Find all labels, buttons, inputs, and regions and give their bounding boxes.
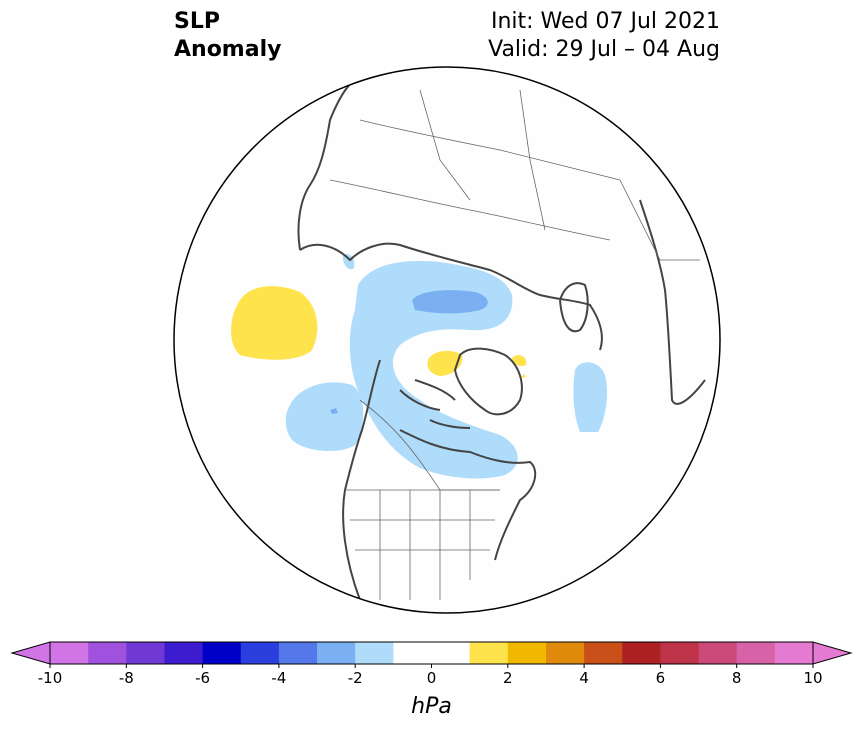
hudson-bay-coast [399,429,537,561]
borders [329,89,700,600]
colorbar-segment [202,642,242,664]
colorbar-segment [355,642,394,664]
border-europe-1 [619,179,700,261]
europe-west-coast [639,199,706,405]
title-line-1: SLP [174,9,220,34]
eurasia-north-coast [299,242,603,351]
colorbar-tick-label: -4 [271,669,286,687]
greenland-coast [453,347,523,416]
colorbar-tick-label: -2 [348,669,363,687]
canadian-archipelago [399,379,471,429]
colorbar-segment [774,642,814,664]
colorbar-tick-label: 2 [503,669,513,687]
anomaly-greenland-positive [427,350,463,376]
colorbar-segment [698,642,738,664]
border-us-states [345,489,500,600]
anomaly-kara-core [412,290,488,314]
na-west-coast [342,359,381,601]
colorbar: -10 -8 -6 -4 -2 0 2 4 6 8 10 [10,641,853,687]
colorbar-segment [126,642,165,664]
colorbar-unit-label: hPa [411,694,452,719]
colorbar-segment [469,642,509,664]
border-na-1 [359,399,500,491]
forecast-info: Init: Wed 07 Jul 2021 Valid: 29 Jul – 04… [488,8,720,64]
colorbar-segment [507,642,547,664]
anomaly-shading [231,71,706,601]
anomaly-arctic-negative [349,260,518,479]
colorbar-segment [736,642,776,664]
colorbar-tick-label: -10 [38,669,63,687]
colorbar-segment [545,642,585,664]
colorbar-segment [622,642,661,664]
colorbar-segment [584,642,623,664]
colorbar-segment [164,642,204,664]
valid-range: Valid: 29 Jul – 04 Aug [488,37,720,62]
border-asia-2 [359,119,621,181]
colorbar-segment [240,642,280,664]
colorbar-tick-label: -6 [195,669,210,687]
anomaly-pacific-positive [231,286,318,360]
colorbar-segment [50,642,89,664]
polar-map [173,66,721,614]
border-asia-1 [329,179,611,241]
anomaly-europe-positive [512,355,527,367]
scandinavia-coast [559,282,589,333]
map-background [174,67,720,613]
colorbar-segment [393,642,432,664]
colorbar-segment [88,642,127,664]
map-title: SLP Anomaly [174,8,281,64]
colorbar-segment [317,642,356,664]
colorbar-extend-min [10,641,51,665]
border-asia-3 [419,89,471,201]
init-date: Init: Wed 07 Jul 2021 [490,9,720,34]
title-line-2: Anomaly [174,37,282,62]
colorbar-segment [431,642,471,664]
colorbar-tick-label: 6 [656,669,666,687]
anomaly-europe-speck [520,374,526,378]
map-boundary [173,66,721,614]
colorbar-segment [660,642,700,664]
colorbar-segment [278,642,318,664]
anomaly-alaska-negative [285,382,364,452]
colorbar-tick-label: -8 [119,669,134,687]
colorbar-extend-max [812,641,853,665]
border-asia-4 [519,89,546,231]
colorbar-tick-label: 8 [732,669,742,687]
colorbar-tick-label: 10 [803,669,822,687]
anomaly-alaska-speck [330,408,338,414]
east-asia-coast [297,71,366,251]
anomaly-atlantic-negative [573,362,608,432]
coastlines [297,71,706,601]
colorbar-tick-label: 0 [427,669,437,687]
colorbar-tick-label: 4 [579,669,589,687]
